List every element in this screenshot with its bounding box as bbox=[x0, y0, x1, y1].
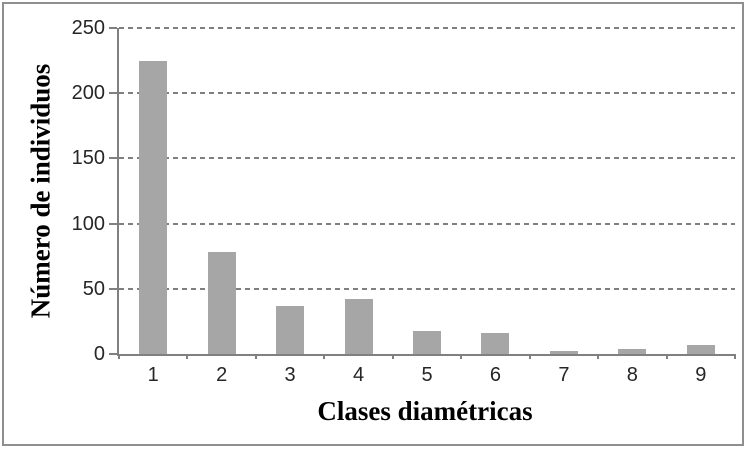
y-tick-label-250: 250 bbox=[71, 17, 105, 39]
chart-frame: Número de individuos 0 50 100 150 200 250 1 2 3 4… bbox=[2, 2, 744, 446]
bar-class-2 bbox=[207, 252, 236, 354]
y-axis-tick-0 bbox=[109, 353, 117, 355]
gridline-100 bbox=[119, 222, 735, 225]
bar-class-8 bbox=[618, 348, 647, 354]
y-tick-label-150: 150 bbox=[71, 147, 105, 170]
y-axis-tick-200 bbox=[109, 92, 117, 95]
bar-class-3 bbox=[276, 305, 305, 354]
x-tick-label-2: 2 bbox=[216, 364, 228, 386]
gridline-250 bbox=[119, 27, 735, 29]
y-tick-label-0: 0 bbox=[93, 343, 105, 365]
x-tick-label-4: 4 bbox=[352, 364, 365, 386]
x-tick-label-7: 7 bbox=[558, 364, 570, 386]
y-axis-tick-50 bbox=[109, 287, 117, 290]
x-tick-label-5: 5 bbox=[421, 364, 433, 386]
gridline-150 bbox=[119, 157, 735, 160]
y-axis-tick-250 bbox=[109, 27, 117, 29]
y-axis-tick-150 bbox=[109, 157, 117, 160]
y-axis-tick-100 bbox=[109, 222, 117, 225]
x-axis-tick-7 bbox=[597, 354, 600, 359]
bar-class-9 bbox=[686, 344, 715, 354]
x-axis-tick-5 bbox=[460, 354, 463, 359]
x-tick-label-1: 1 bbox=[147, 364, 159, 386]
x-axis-tick-9 bbox=[734, 354, 736, 359]
y-tick-label-200: 200 bbox=[71, 82, 105, 105]
x-tick-label-8: 8 bbox=[626, 364, 638, 386]
bar-class-4 bbox=[344, 299, 373, 354]
bar-class-1 bbox=[139, 60, 168, 354]
x-axis-tick-4 bbox=[391, 354, 394, 359]
gridline-200 bbox=[119, 92, 735, 95]
x-axis-tick-2 bbox=[254, 354, 257, 359]
x-tick-label-9: 9 bbox=[695, 364, 707, 386]
bar-class-7 bbox=[549, 351, 578, 354]
y-axis-title: Número de individuos bbox=[25, 63, 56, 319]
y-tick-label-50: 50 bbox=[82, 277, 105, 300]
x-axis-tick-3 bbox=[323, 354, 326, 359]
x-axis-title: Clases diamétricas bbox=[317, 396, 533, 426]
x-axis-tick-8 bbox=[665, 354, 668, 359]
x-axis-tick-0 bbox=[118, 354, 120, 359]
x-tick-label-6: 6 bbox=[489, 364, 501, 386]
x-tick-label-3: 3 bbox=[284, 364, 296, 386]
y-tick-label-100: 100 bbox=[71, 212, 105, 235]
x-axis-tick-1 bbox=[186, 354, 189, 359]
x-axis-tick-6 bbox=[528, 354, 531, 359]
plot-area: 0 50 100 150 200 250 1 2 3 4 5 6 7 8 9 bbox=[72, 17, 736, 386]
bar-class-6 bbox=[481, 333, 510, 354]
gridline-50 bbox=[119, 287, 735, 290]
bar-class-5 bbox=[413, 330, 441, 354]
